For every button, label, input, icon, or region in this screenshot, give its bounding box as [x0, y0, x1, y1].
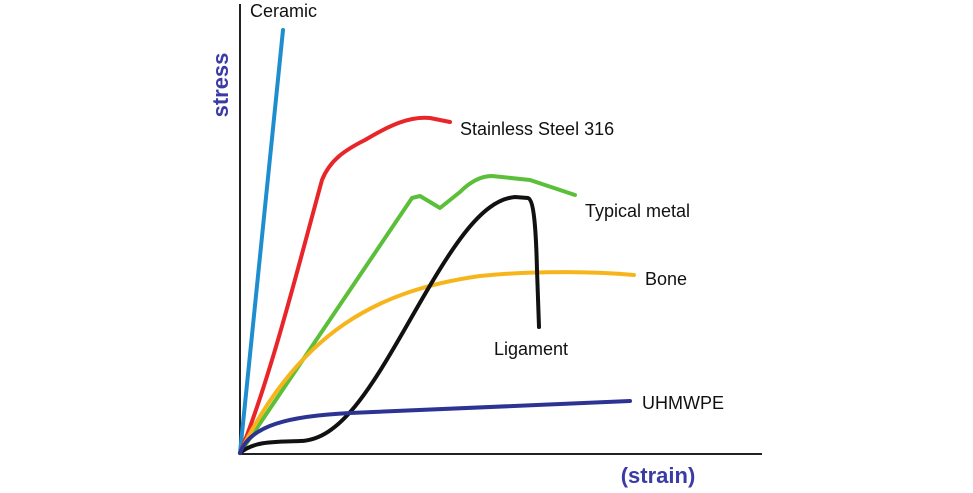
curve-label: Ceramic	[250, 1, 317, 21]
bone-curve	[238, 270, 636, 455]
stainless-curve	[238, 115, 452, 455]
curve-label: UHMWPE	[642, 393, 724, 413]
typical-metal-curve	[238, 174, 577, 455]
curve-label: Typical metal	[585, 201, 690, 221]
x-axis-title: (strain)	[621, 463, 696, 488]
ceramic-curve	[238, 28, 285, 455]
curve-label: Bone	[645, 269, 687, 289]
ligament-curve	[238, 195, 541, 455]
curve-label: Stainless Steel 316	[460, 119, 614, 139]
y-axis-title: stress	[208, 53, 233, 118]
curve-label: Ligament	[494, 339, 568, 359]
uhmwpe-curve	[238, 399, 632, 455]
